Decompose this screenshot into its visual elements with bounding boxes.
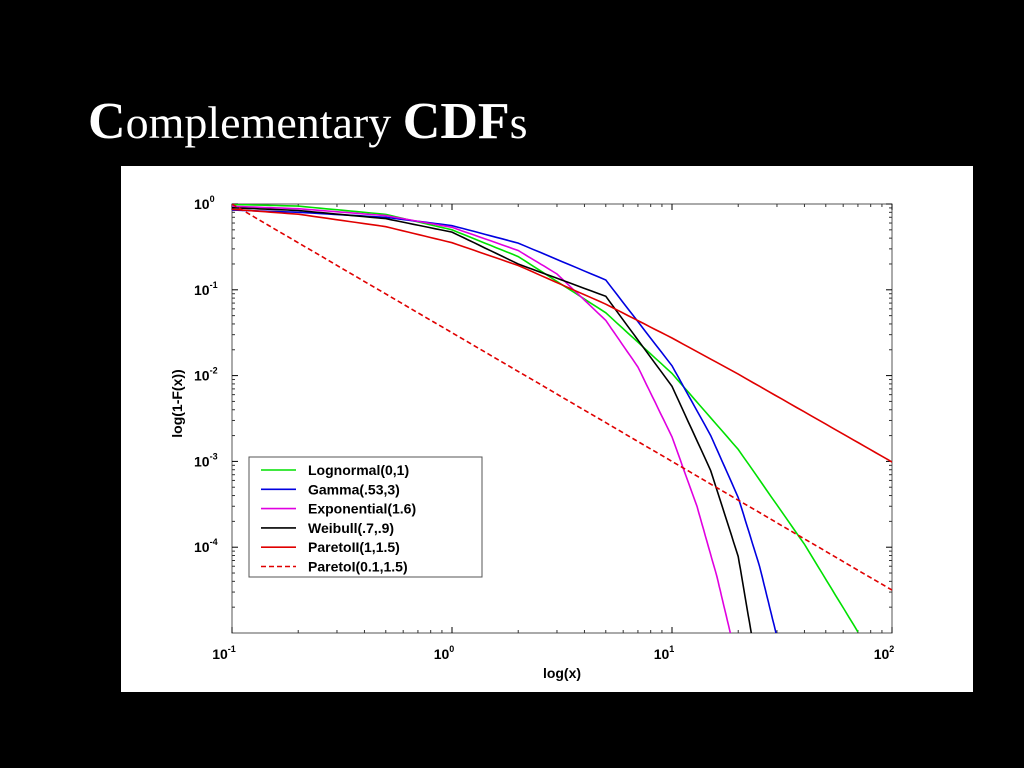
- legend-label-1: Gamma(.53,3): [308, 481, 400, 497]
- y-tick-label-4: 10-4: [194, 537, 218, 555]
- series-group: [232, 204, 892, 633]
- x-tick-exponent: 0: [449, 644, 454, 654]
- series-line-3: [232, 206, 753, 633]
- plot-frame: [231, 203, 893, 634]
- chart-svg: 10-1 100 101 10210010-110-210-310-4log(x)lo…: [169, 194, 895, 681]
- y-axis-label: log(1-F(x)): [169, 369, 185, 437]
- y-tick-label-2: 10-2: [194, 366, 218, 384]
- slide-title: Complementary CDFs: [88, 96, 528, 148]
- y-tick-exponent: -3: [210, 451, 218, 461]
- x-tick-exponent: 1: [669, 644, 674, 654]
- y-tick-exponent: 0: [210, 194, 215, 204]
- x-tick-exponent: -1: [228, 644, 236, 654]
- x-tick-label-0: 10-1: [212, 644, 236, 662]
- legend-label-5: ParetoI(0.1,1.5): [308, 559, 408, 575]
- x-tick-label-1: 100: [434, 644, 455, 662]
- title-part-2: CDF: [402, 93, 510, 150]
- y-tick-label-3: 10-3: [194, 451, 218, 469]
- legend-box: [248, 456, 483, 578]
- y-tick-label-1: 10-1: [194, 280, 218, 298]
- legend-label-3: Weibull(.7,.9): [308, 520, 394, 536]
- title-part-1: omplementary: [125, 97, 403, 148]
- chart-panel: 10-1 100 101 102 100 10-1 10-2 10-3 10-4 log(x) lo…: [121, 166, 973, 692]
- series-line-2: [232, 205, 732, 633]
- y-tick-label-0: 100: [194, 194, 215, 212]
- legend-label-0: Lognormal(0,1): [308, 462, 409, 478]
- y-tick-exponent: -2: [210, 366, 218, 376]
- legend-label-2: Exponential(1.6): [308, 501, 416, 517]
- x-tick-exponent: 2: [889, 644, 894, 654]
- y-tick-exponent: -4: [210, 537, 218, 547]
- x-tick-label-2: 101: [654, 644, 675, 662]
- title-part-0: C: [88, 93, 126, 150]
- y-tick-exponent: -1: [210, 280, 218, 290]
- legend-label-4: ParetoII(1,1.5): [308, 539, 400, 555]
- title-part-3: s: [509, 97, 528, 148]
- x-axis-label: log(x): [543, 665, 581, 681]
- x-tick-label-3: 102: [874, 644, 895, 662]
- series-line-4: [232, 208, 892, 463]
